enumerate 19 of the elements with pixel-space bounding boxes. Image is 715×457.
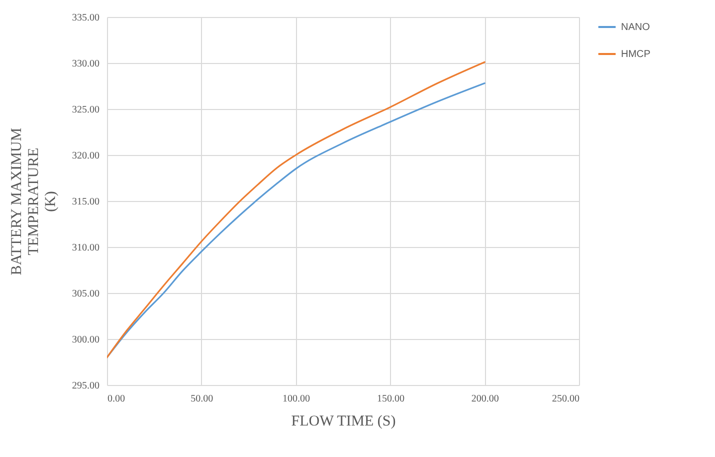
x-tick-label: 150.00 [376, 394, 404, 404]
y-tick-label: 310.00 [72, 242, 100, 254]
x-tick-label: 100.00 [282, 394, 310, 404]
y-tick-label: 320.00 [72, 150, 100, 162]
y-tick-label: 295.00 [72, 380, 100, 392]
legend-label: HMCP [621, 49, 651, 60]
y-tick-label: 330.00 [72, 58, 100, 70]
y-tick-label: 305.00 [72, 288, 100, 300]
x-tick-label: 200.00 [471, 394, 499, 404]
x-tick-label: 250.00 [552, 394, 580, 404]
x-tick-label: 0.00 [108, 394, 125, 404]
y-axis-title: BATTERY MAXIMUM TEMPERATURE (K) [9, 128, 59, 276]
y-tick-label: 325.00 [72, 104, 100, 116]
y-tick-label: 315.00 [72, 196, 100, 208]
x-tick-label: 50.00 [190, 394, 214, 404]
x-axis-title: FLOW TIME (S) [291, 414, 396, 430]
y-tick-label: 300.00 [72, 334, 100, 346]
legend-label: NANO [621, 22, 650, 33]
y-tick-label: 335.00 [72, 12, 100, 24]
